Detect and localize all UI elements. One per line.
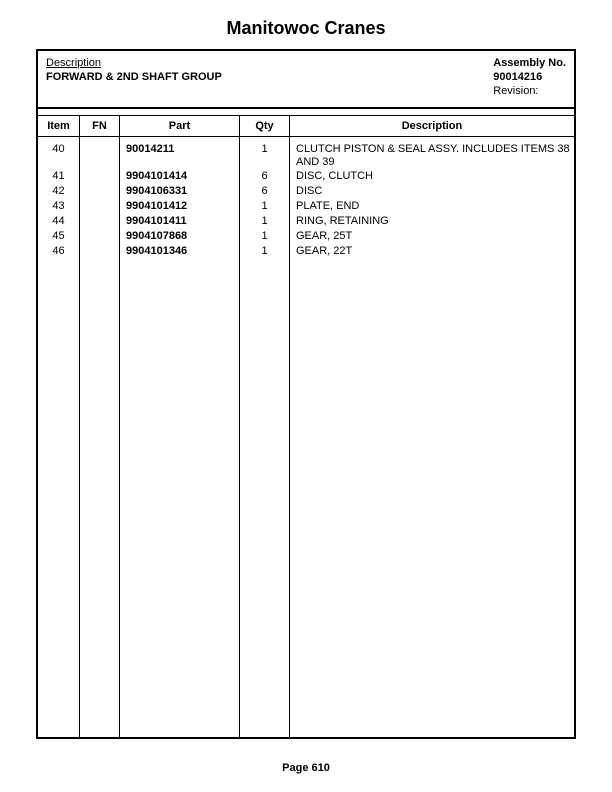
table-cell: CLUTCH PISTON & SEAL ASSY. INCLUDES ITEM… [296,143,574,169]
table-cell: 9904106331 [126,184,239,199]
table-cell: 6 [240,184,289,199]
revision-label: Revision: [493,85,566,97]
table-cell [80,143,119,169]
table-cell: 41 [38,169,79,184]
table-cell: GEAR, 25T [296,229,574,244]
table-cell: 40 [38,143,79,169]
data-col-qty: 1661111 [240,137,290,737]
data-col-fn [80,137,120,737]
description-label: Description [46,57,222,69]
data-area: 40414243444546 9001421199041014149904106… [38,137,574,737]
column-headers: Item FN Part Qty Description [38,115,574,137]
header-block: Description FORWARD & 2ND SHAFT GROUP As… [38,51,574,109]
table-cell [80,169,119,184]
assembly-label: Assembly No. [493,57,566,69]
table-cell: PLATE, END [296,199,574,214]
table-cell: 1 [240,199,289,214]
parts-table-container: Description FORWARD & 2ND SHAFT GROUP As… [36,49,576,739]
table-cell [80,244,119,259]
table-cell: DISC, CLUTCH [296,169,574,184]
header-right: Assembly No. 90014216 Revision: [493,57,566,97]
table-cell: 90014211 [126,143,239,169]
col-header-description: Description [290,116,574,136]
page-footer: Page 610 [0,762,612,774]
table-cell: 45 [38,229,79,244]
table-cell [80,229,119,244]
table-cell: 46 [38,244,79,259]
page-title: Manitowoc Cranes [0,0,612,49]
table-cell: 43 [38,199,79,214]
table-cell: 1 [240,143,289,169]
table-cell [80,184,119,199]
header-left: Description FORWARD & 2ND SHAFT GROUP [46,57,222,97]
table-cell: DISC [296,184,574,199]
table-cell: 9904101411 [126,214,239,229]
table-cell: 44 [38,214,79,229]
table-cell: 9904101412 [126,199,239,214]
data-col-description: CLUTCH PISTON & SEAL ASSY. INCLUDES ITEM… [290,137,574,737]
table-cell: 6 [240,169,289,184]
table-cell: 1 [240,214,289,229]
table-cell [80,199,119,214]
col-header-qty: Qty [240,116,290,136]
data-col-item: 40414243444546 [38,137,80,737]
data-col-part: 9001421199041014149904106331990410141299… [120,137,240,737]
table-cell [80,214,119,229]
table-cell: 42 [38,184,79,199]
table-cell: 9904107868 [126,229,239,244]
table-cell: 9904101414 [126,169,239,184]
col-header-part: Part [120,116,240,136]
col-header-item: Item [38,116,80,136]
table-cell: 1 [240,244,289,259]
table-cell: RING, RETAINING [296,214,574,229]
col-header-fn: FN [80,116,120,136]
assembly-value: 90014216 [493,71,566,83]
table-cell: GEAR, 22T [296,244,574,259]
table-cell: 9904101346 [126,244,239,259]
table-cell: 1 [240,229,289,244]
description-value: FORWARD & 2ND SHAFT GROUP [46,71,222,83]
